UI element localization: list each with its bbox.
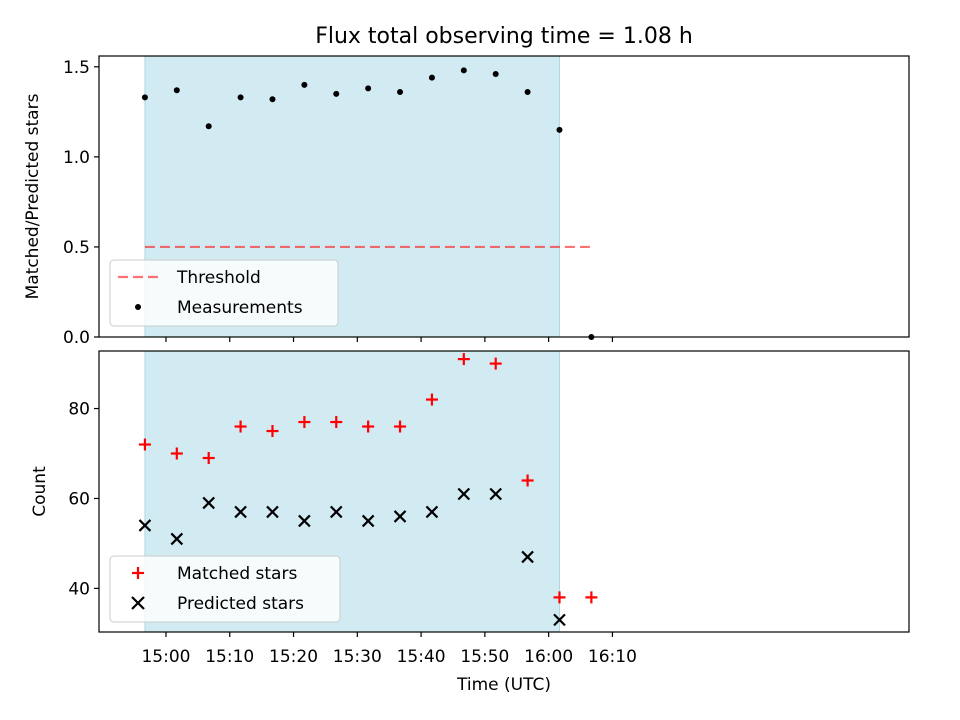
matched-point <box>138 438 151 451</box>
predicted-point <box>361 514 375 528</box>
measurement-point <box>365 85 372 92</box>
count-y-tick-label: 40 <box>68 579 90 599</box>
ratio-y-tick-label: 0.5 <box>63 238 90 258</box>
predicted-point <box>298 514 311 528</box>
predicted-point <box>489 487 502 501</box>
predicted-point <box>457 487 471 501</box>
legend-measurement-swatch <box>135 304 141 310</box>
ratio-legend-box <box>109 259 339 327</box>
predicted-point-b <box>234 505 247 519</box>
matched-point <box>170 447 183 460</box>
x-axis-label: Time (UTC) <box>456 675 551 695</box>
legend-predicted-swatch-b <box>131 596 145 610</box>
x-tick-label: 15:20 <box>269 647 318 667</box>
count-legend-label: Matched stars <box>177 564 297 584</box>
ratio-y-tick-label: 0.0 <box>63 328 90 348</box>
matched-point <box>394 420 407 433</box>
predicted-point <box>138 519 152 532</box>
matched-point <box>362 420 375 433</box>
measurement-point <box>301 81 308 88</box>
predicted-point-b <box>138 519 152 532</box>
ratio-legend-label: Threshold <box>176 268 261 288</box>
matched-point <box>553 591 566 604</box>
predicted-point-b <box>298 514 311 528</box>
count-axes-frame <box>98 350 910 633</box>
predicted-point-b <box>489 487 502 501</box>
predicted-point-b <box>393 510 407 523</box>
legend-matched-swatch <box>132 567 144 579</box>
matched-point <box>489 357 502 370</box>
predicted-point <box>329 505 343 519</box>
x-tick-label: 16:00 <box>524 647 573 667</box>
predicted-point <box>234 505 247 519</box>
predicted-point-b <box>425 505 439 519</box>
matched-point <box>330 416 343 429</box>
count-y-tick-label: 60 <box>68 489 90 509</box>
matched-point <box>266 425 279 438</box>
predicted-point-b <box>266 505 279 519</box>
count-legend-label: Predicted stars <box>177 594 304 614</box>
measurement-point <box>173 87 180 94</box>
x-tick-label: 15:50 <box>460 647 509 667</box>
predicted-point <box>521 550 534 564</box>
predicted-point <box>393 510 407 523</box>
x-tick-label: 15:30 <box>333 647 382 667</box>
predicted-point-b <box>521 550 534 564</box>
x-tick-label: 15:40 <box>397 647 446 667</box>
measurement-point <box>524 89 531 96</box>
ratio-y-axis-label: Matched/Predicted stars <box>23 93 43 299</box>
matched-point <box>457 353 470 366</box>
count-panel: 40 60 80 15:00 15:10 15:20 15:30 15:40 15:50 16:0… <box>30 350 910 667</box>
matched-point <box>585 591 598 604</box>
count-y-tick-label: 80 <box>68 400 90 420</box>
predicted-point-b <box>457 487 471 501</box>
matched-point <box>425 393 438 406</box>
measurement-point <box>205 123 212 130</box>
measurement-point <box>460 67 467 74</box>
ratio-axes-frame <box>98 55 910 338</box>
predicted-point <box>170 532 184 546</box>
legend-predicted-swatch <box>131 596 145 610</box>
predicted-point <box>266 505 279 519</box>
measurement-point <box>492 71 499 78</box>
predicted-point-b <box>361 514 375 528</box>
matched-point <box>202 452 215 465</box>
predicted-point <box>202 496 215 510</box>
predicted-point-b <box>553 613 566 627</box>
ratio-y-tick-label: 1.0 <box>63 148 90 168</box>
measurement-point <box>141 94 148 101</box>
matched-point <box>234 420 247 433</box>
predicted-point-b <box>170 532 184 546</box>
chart-title: Flux total observing time = 1.08 h <box>315 24 693 49</box>
x-tick-label: 15:10 <box>205 647 254 667</box>
predicted-point-b <box>202 496 215 510</box>
x-tick-label: 15:00 <box>141 647 190 667</box>
predicted-point <box>425 505 439 519</box>
measurement-point <box>333 90 340 97</box>
ratio-legend: Threshold Measurements <box>109 259 339 327</box>
measurement-point <box>237 94 244 101</box>
count-y-axis-label: Count <box>30 466 50 517</box>
ratio-panel: 0.0 0.5 1.0 1.5 Matched/Predicted stars Thres… <box>23 55 910 348</box>
predicted-point <box>553 613 566 627</box>
measurement-point <box>556 126 563 133</box>
ratio-y-tick-label: 1.5 <box>63 58 90 78</box>
x-tick-label: 16:10 <box>588 647 637 667</box>
measurement-point <box>428 74 435 81</box>
matched-point <box>521 474 534 487</box>
predicted-point-b <box>329 505 343 519</box>
ratio-legend-label: Measurements <box>177 298 303 318</box>
count-legend-box <box>109 555 341 623</box>
measurement-point <box>397 89 404 96</box>
matched-point <box>298 416 311 429</box>
measurement-point <box>269 96 276 103</box>
count-legend: Matched stars Predicted stars <box>109 555 341 623</box>
